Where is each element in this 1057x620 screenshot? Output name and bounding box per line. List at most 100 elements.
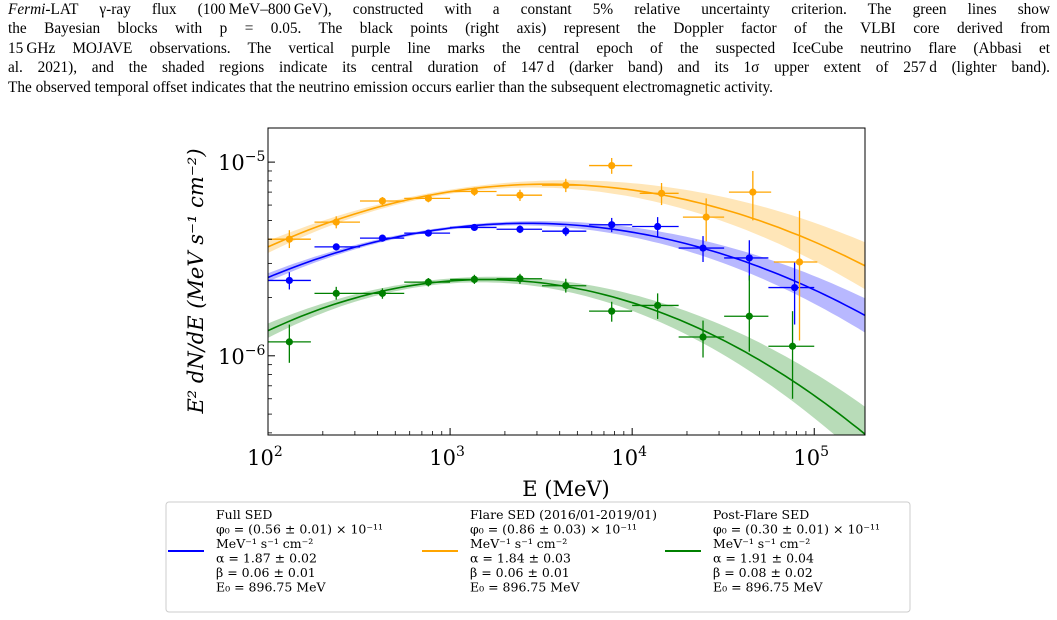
data-marker (699, 244, 707, 252)
x-tick-label: 103 (429, 444, 465, 470)
data-point (268, 324, 311, 363)
x-tick-exponent: 5 (820, 444, 829, 460)
data-point (450, 223, 497, 232)
data-point (768, 261, 815, 325)
data-point (589, 217, 633, 233)
data-marker (654, 222, 662, 231)
data-point (589, 301, 633, 322)
data-point (314, 286, 360, 300)
legend-name: Full SED (216, 507, 272, 522)
data-point (632, 217, 679, 238)
data-marker (516, 191, 524, 199)
data-point (589, 158, 633, 174)
data-marker (608, 161, 616, 170)
legend-alpha: α = 1.87 ± 0.02 (216, 551, 317, 566)
data-marker (562, 227, 570, 235)
data-point (542, 278, 587, 293)
data-marker (470, 223, 478, 232)
data-point (678, 236, 725, 262)
data-marker (470, 187, 478, 196)
model-curve (268, 222, 865, 317)
data-point (496, 189, 543, 201)
data-point (314, 216, 360, 229)
data-point (724, 275, 769, 352)
data-point (314, 243, 360, 251)
x-tick-exponent: 3 (456, 444, 465, 460)
data-marker (332, 218, 340, 226)
data-marker (378, 234, 387, 242)
plot-area (268, 158, 865, 435)
data-point (678, 320, 725, 358)
legend-name: Post-Flare SED (713, 507, 809, 522)
legend-name: Flare SED (2016/01-2019/01) (470, 507, 657, 522)
data-marker (745, 312, 753, 320)
data-marker (749, 188, 757, 196)
legend-phi: φ₀ = (0.56 ± 0.01) × 10⁻¹¹ (216, 522, 383, 537)
x-tick-label: 102 (247, 444, 283, 470)
y-tick-exponent: −6 (245, 343, 266, 359)
caption-line: the Bayesian blocks with p = 0.05. The b… (8, 20, 1050, 38)
data-marker (424, 278, 432, 286)
data-point (404, 278, 451, 287)
data-marker (562, 282, 570, 290)
data-point (359, 288, 405, 299)
model-band (268, 276, 865, 435)
x-tick-label: 104 (611, 444, 647, 470)
data-point (496, 225, 543, 234)
data-marker (608, 307, 616, 315)
legend-phi: φ₀ = (0.86 ± 0.03) × 10⁻¹¹ (470, 522, 637, 537)
legend-beta: β = 0.06 ± 0.01 (216, 565, 316, 580)
data-marker (285, 276, 293, 285)
legend-units: MeV⁻¹ s⁻¹ cm⁻² (470, 536, 567, 551)
caption-line: Fermi-LAT γ-ray flux (100 MeV–800 GeV), … (8, 1, 1050, 18)
data-marker (608, 221, 616, 229)
data-marker (795, 258, 804, 266)
y-tick-exponent: −5 (245, 149, 266, 165)
caption-line: The observed temporal offset indicates t… (8, 78, 774, 96)
data-marker (424, 229, 432, 237)
data-point (450, 187, 497, 196)
legend-beta: β = 0.06 ± 0.01 (470, 565, 570, 580)
legend-beta: β = 0.08 ± 0.02 (713, 565, 813, 580)
data-point (724, 240, 769, 281)
y-tick-label: 10−6 (218, 343, 265, 369)
legend-units: MeV⁻¹ s⁻¹ cm⁻² (216, 536, 313, 551)
caption-line: al. 2021), and the shaded regions indica… (8, 59, 1050, 77)
data-point (542, 226, 587, 237)
data-point (359, 197, 405, 206)
data-marker (378, 197, 387, 205)
data-marker (516, 225, 524, 233)
data-marker (516, 275, 524, 283)
data-point (682, 198, 725, 242)
x-tick-exponent: 2 (274, 444, 283, 460)
legend-box (165, 501, 911, 613)
data-marker (285, 235, 293, 243)
model-band (268, 221, 865, 333)
data-marker (285, 338, 293, 346)
legend-e0: E₀ = 896.75 MeV (216, 580, 326, 595)
data-marker (745, 254, 753, 262)
data-point (639, 183, 679, 206)
data-marker (562, 181, 570, 189)
data-point (773, 210, 818, 341)
data-marker (788, 342, 797, 350)
legend-alpha: α = 1.84 ± 0.03 (470, 551, 571, 566)
data-marker (699, 333, 707, 341)
data-point (496, 273, 543, 284)
data-marker (470, 275, 478, 283)
plot-frame (267, 127, 866, 436)
data-point (404, 194, 451, 203)
data-point (768, 311, 815, 399)
x-axis-label: E (MeV) (522, 477, 610, 501)
data-marker (378, 289, 387, 297)
data-marker (332, 243, 340, 251)
data-marker (332, 289, 340, 297)
data-marker (702, 213, 710, 221)
legend-units: MeV⁻¹ s⁻¹ cm⁻² (713, 536, 810, 551)
x-tick-exponent: 4 (638, 444, 647, 460)
data-marker (654, 301, 662, 310)
